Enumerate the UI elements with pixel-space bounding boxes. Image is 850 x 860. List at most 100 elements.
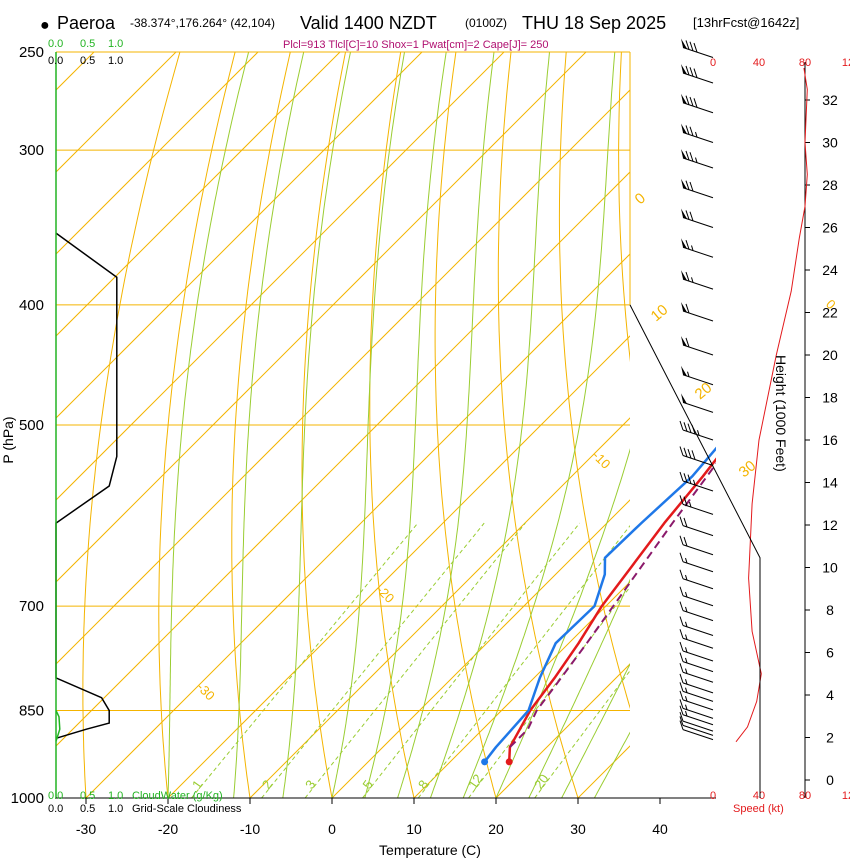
mixing-ratio-label: 5	[359, 777, 375, 792]
wind-barb	[681, 38, 714, 58]
wind-barb-feather	[679, 705, 684, 715]
moist-adiabat-line	[167, 52, 250, 798]
x-tick-label: 20	[488, 821, 504, 837]
wind-barb-feather	[693, 42, 698, 53]
wind-barb-staff	[682, 671, 714, 683]
x-tick-label: -30	[76, 821, 96, 837]
wind-barb-staff	[682, 278, 714, 290]
x-axis-title: Temperature (C)	[379, 842, 481, 858]
wind-barb-feather	[679, 569, 684, 579]
speed-tick-label-bottom: 12	[842, 790, 850, 802]
moist-adiabat-line	[462, 52, 616, 798]
wind-barb-half-feather	[685, 621, 688, 627]
wind-barb	[679, 716, 714, 736]
wind-barb-feather	[683, 447, 688, 457]
cloudwater-tick-bottom-0: 0.0	[48, 790, 63, 802]
isotherm-label: -30	[194, 679, 218, 703]
wind-barb-staff	[682, 650, 714, 662]
wind-barb-half-feather	[685, 679, 688, 685]
wind-barb-staff	[682, 503, 714, 515]
wind-barb-staff	[682, 637, 714, 649]
wind-barb-feather	[683, 496, 688, 506]
speed-tick-label-top: 80	[799, 57, 811, 69]
wind-barb-half-feather	[685, 574, 688, 581]
wind-barb	[681, 178, 714, 199]
wind-barb	[679, 682, 714, 702]
dry-adiabat-line	[82, 52, 181, 798]
dry-adiabat-line	[158, 52, 236, 798]
isotherm-line	[56, 52, 423, 419]
dry-adiabat-line	[558, 52, 630, 710]
cloudwater-tick-top-2: 1.0	[108, 38, 123, 50]
wind-barb	[681, 336, 714, 356]
wind-barb-staff	[682, 455, 714, 466]
wind-barb-feather	[685, 271, 690, 282]
cloudiness-profile	[55, 232, 118, 742]
wind-barb	[681, 393, 714, 413]
wind-barb-flag	[681, 64, 687, 75]
height-tick-label: 8	[826, 602, 834, 618]
wind-barb	[679, 690, 714, 711]
wind-barb-staff	[682, 661, 714, 673]
height-tick-label: 30	[822, 135, 838, 151]
wind-barb-feather	[689, 152, 694, 162]
wind-barb-feather	[685, 150, 690, 161]
y-tick-label: 300	[19, 142, 44, 159]
wind-barb-feather	[679, 616, 684, 626]
wind-barb-feather	[685, 65, 690, 76]
wind-barb-half-feather	[695, 157, 698, 163]
height-tick-label: 14	[822, 475, 838, 491]
wind-barb	[679, 652, 714, 673]
wind-barb-half-feather	[689, 501, 692, 508]
wind-barb-feather	[679, 716, 684, 726]
wind-barb-half-feather	[685, 668, 688, 674]
mixing-ratio-label: 20	[531, 771, 552, 791]
station-coords: -38.374°,176.264° (42,104)	[130, 16, 275, 30]
wind-barb-staff	[682, 699, 714, 711]
wind-barb-feather	[679, 711, 684, 722]
wind-barb-feather	[679, 673, 684, 684]
mixing-ratio-line	[534, 669, 630, 798]
height-tick-label: 0	[826, 772, 834, 788]
height-tick-label: 16	[822, 432, 838, 448]
wind-barb-feather	[679, 663, 684, 673]
wind-barb-feather	[685, 95, 690, 105]
wind-barb-feather	[679, 420, 684, 431]
mixing-ratio-lines	[191, 522, 630, 798]
wind-barb	[679, 616, 714, 636]
dry-adiabat-line	[676, 52, 824, 798]
speed-tick-label-top: 0	[710, 57, 716, 69]
wind-barb-feather	[679, 535, 684, 545]
x-tick-label: 30	[570, 821, 586, 837]
dry-adiabat-line	[434, 52, 497, 798]
dry-adiabat-line	[497, 52, 579, 798]
wind-barb-staff	[682, 132, 714, 143]
height-axis-title: Height (1000 Feet)	[773, 355, 789, 472]
wind-barb-flag	[681, 149, 687, 160]
cloudiness-tick-bottom-2: 1.0	[108, 803, 123, 815]
wind-barb-flag	[681, 393, 687, 404]
wind-barb	[679, 720, 714, 741]
wind-barb-half-feather	[697, 430, 700, 436]
y-tick-label: 400	[19, 297, 44, 314]
wind-barb-feather	[691, 450, 696, 460]
wind-barb-staff	[682, 610, 714, 622]
wind-barb	[679, 535, 714, 556]
wind-barb-staff	[682, 246, 714, 258]
sounding-indices: Plcl=913 Tlcl[C]=10 Shox=1 Pwat[cm]=2 Ca…	[283, 39, 548, 51]
wind-barb-flag	[681, 336, 687, 347]
cloudiness-line	[55, 232, 118, 740]
speed-tick-label-bottom: 40	[753, 790, 765, 802]
height-tick-label: 18	[822, 390, 838, 406]
dry-adiabat-line	[618, 52, 630, 363]
speed-tick-label-top: 40	[753, 57, 765, 69]
wind-barb-feather	[679, 586, 684, 596]
wind-barb-half-feather	[685, 687, 688, 693]
height-tick-label: 26	[822, 220, 838, 236]
moist-adiabat-line	[233, 52, 305, 798]
wind-barb-half-feather	[685, 557, 688, 564]
wind-barb-flag	[681, 270, 687, 281]
wind-barb-staff	[682, 344, 714, 356]
wind-barb-staff	[682, 157, 714, 169]
dry-adiabat-line	[369, 52, 415, 798]
